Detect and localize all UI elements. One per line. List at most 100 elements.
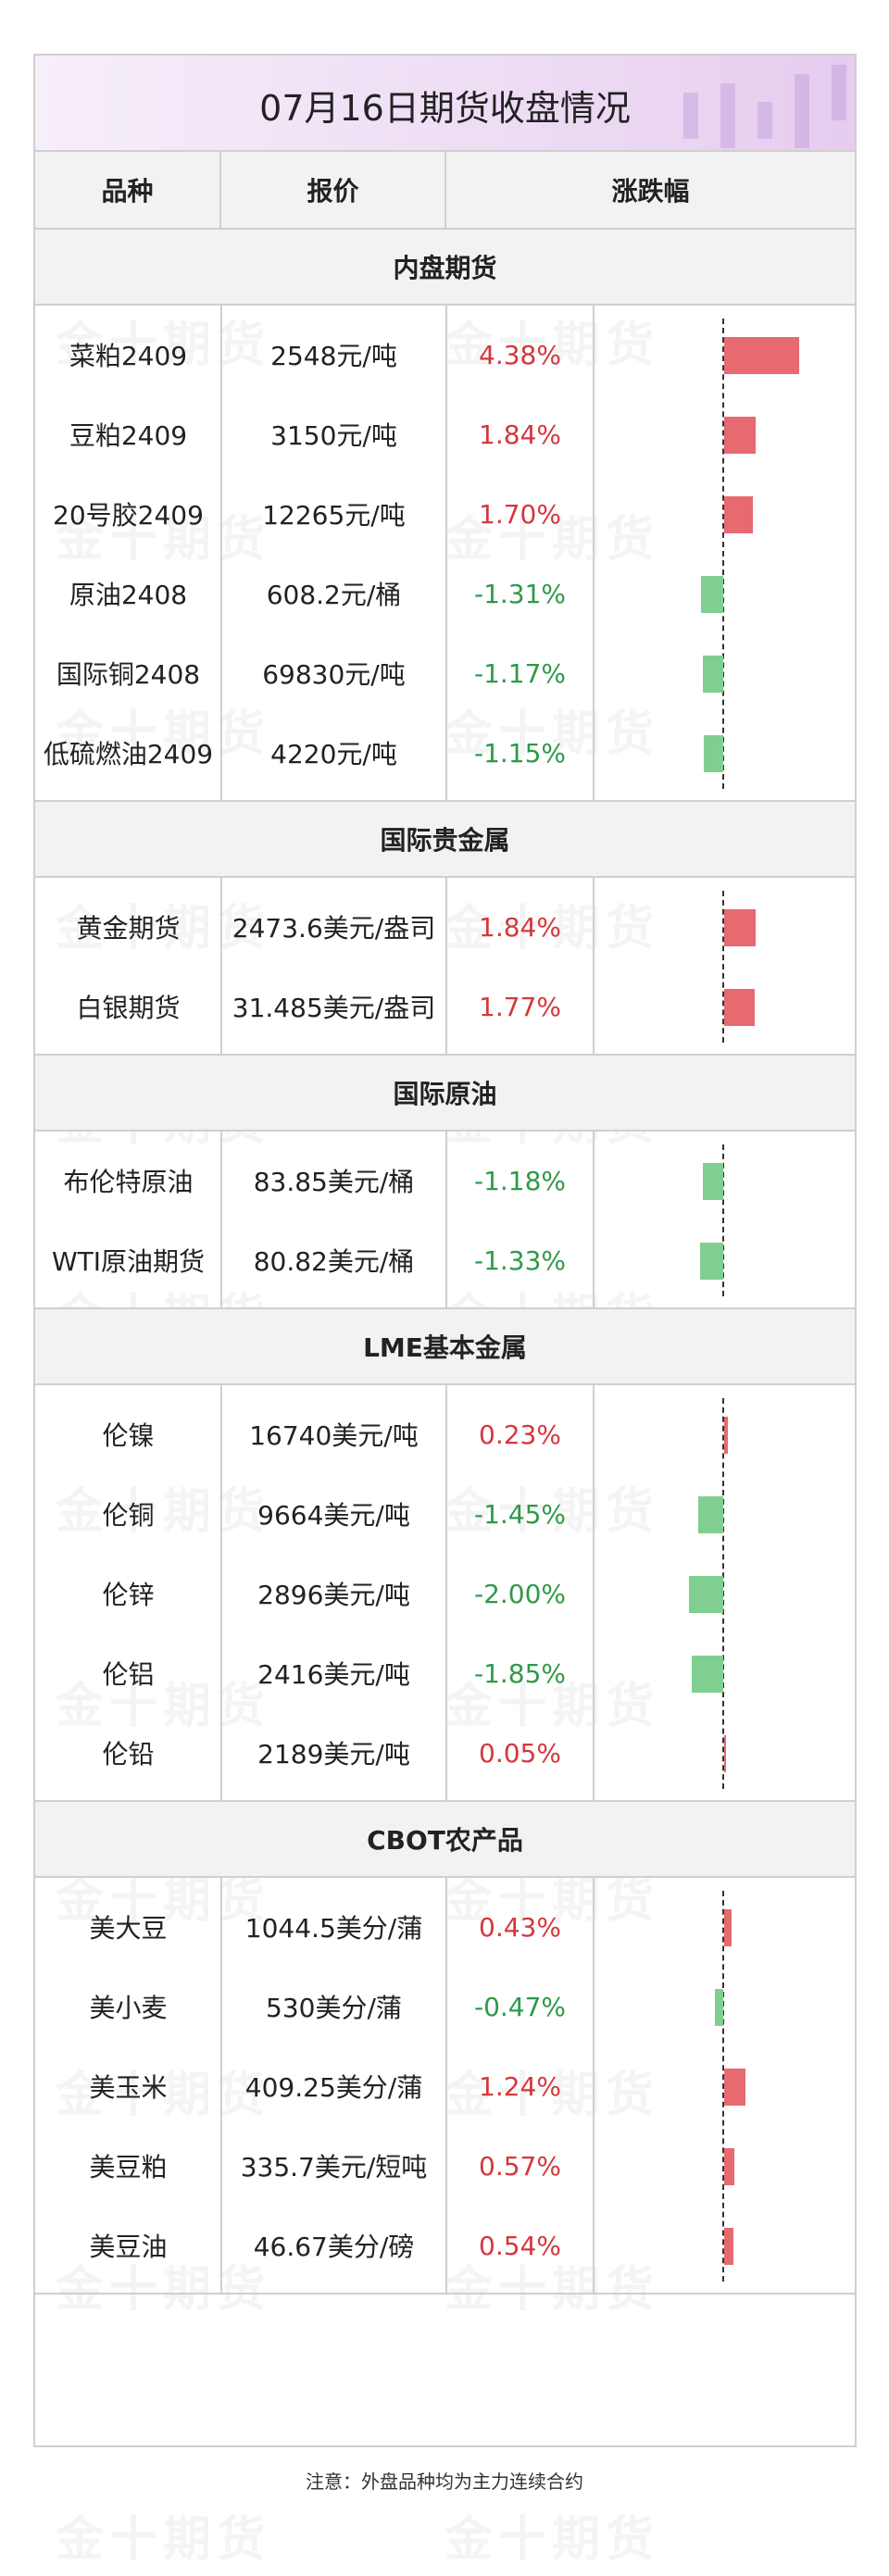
contract-name: 20号胶2409 bbox=[53, 500, 204, 531]
contract-price: 335.7美元/短吨 bbox=[240, 2152, 428, 2182]
column-divider bbox=[445, 878, 447, 1054]
contract-price: 608.2元/桶 bbox=[266, 580, 402, 610]
contract-name: 伦锌 bbox=[102, 1580, 155, 1610]
page-title: 07月16日期货收盘情况 bbox=[259, 88, 631, 129]
column-divider bbox=[220, 1132, 222, 1307]
change-percent: -1.45% bbox=[473, 1498, 567, 1530]
change-bar bbox=[703, 1163, 723, 1200]
column-divider bbox=[220, 878, 222, 1054]
contract-price: 1044.5美分/蒲 bbox=[244, 1913, 423, 1944]
contract-name: 伦镍 bbox=[102, 1420, 155, 1451]
contract-price: 530美分/蒲 bbox=[266, 1993, 402, 2023]
contract-price: 2896美元/吨 bbox=[257, 1580, 410, 1610]
futures-table: 07月16日期货收盘情况 品种 报价 涨跌幅 内盘期货菜粕2409 2548元/吨… bbox=[33, 54, 857, 2447]
change-bar bbox=[724, 2069, 745, 2106]
contract-name: 国际铜2408 bbox=[56, 659, 201, 690]
contract-price: 69830元/吨 bbox=[262, 659, 406, 690]
table-row: 20号胶2409 12265元/吨 1.70% bbox=[35, 474, 855, 554]
table-row: 国际铜2408 69830元/吨 -1.17% bbox=[35, 633, 855, 713]
change-bar bbox=[724, 989, 755, 1026]
column-divider bbox=[445, 1132, 447, 1307]
section-header: 内盘期货 bbox=[35, 230, 855, 306]
zero-baseline bbox=[722, 891, 724, 1043]
column-header: 品种 报价 涨跌幅 bbox=[35, 152, 855, 230]
change-bar bbox=[724, 496, 754, 533]
table-row: 黄金期货 2473.6美元/盎司 1.84% bbox=[35, 887, 855, 967]
column-divider bbox=[593, 878, 595, 1054]
section-body: 伦镍 16740美元/吨 0.23% 伦铜 9664美元/吨 -1.45% 伦锌 2896美元… bbox=[35, 1385, 855, 1802]
change-bar bbox=[700, 1243, 723, 1280]
contract-price: 9664美元/吨 bbox=[257, 1500, 410, 1531]
column-divider bbox=[445, 306, 447, 800]
table-row: 伦铝 2416美元/吨 -1.85% bbox=[35, 1633, 855, 1713]
column-divider bbox=[445, 1385, 447, 1800]
section-body: 菜粕2409 2548元/吨 4.38% 豆粕2409 3150元/吨 1.84% 20号胶… bbox=[35, 306, 855, 802]
footer-note: 注意：外盘品种均为主力连续合约 bbox=[306, 2470, 583, 2493]
contract-price: 2189美元/吨 bbox=[257, 1739, 410, 1769]
table-row: 豆粕2409 3150元/吨 1.84% bbox=[35, 394, 855, 474]
column-price-header: 报价 bbox=[221, 152, 446, 228]
change-percent: 4.38% bbox=[479, 339, 561, 370]
column-divider bbox=[220, 306, 222, 800]
change-bar bbox=[724, 417, 757, 454]
section-body: 黄金期货 2473.6美元/盎司 1.84% 白银期货 31.485美元/盎司 1.77% bbox=[35, 878, 855, 1056]
change-percent: -1.31% bbox=[473, 578, 567, 609]
change-percent: 1.70% bbox=[479, 498, 561, 530]
change-percent: -0.47% bbox=[473, 1991, 567, 2022]
contract-name: 美大豆 bbox=[89, 1913, 168, 1944]
change-bar bbox=[724, 909, 757, 946]
change-bar bbox=[698, 1496, 723, 1533]
column-divider bbox=[593, 1132, 595, 1307]
contract-price: 409.25美分/蒲 bbox=[244, 2072, 423, 2103]
column-divider bbox=[445, 1878, 447, 2293]
change-percent: 0.23% bbox=[479, 1419, 561, 1450]
column-change-header: 涨跌幅 bbox=[611, 176, 690, 206]
change-percent: -1.18% bbox=[473, 1165, 567, 1196]
change-bar bbox=[724, 1417, 729, 1454]
change-percent: 1.24% bbox=[479, 2070, 561, 2102]
change-bar bbox=[691, 1656, 723, 1693]
change-bar bbox=[724, 1735, 726, 1772]
contract-price: 12265元/吨 bbox=[262, 500, 406, 531]
table-row: 美玉米 409.25美分/蒲 1.24% bbox=[35, 2046, 855, 2126]
contract-name: WTI原油期货 bbox=[51, 1246, 206, 1277]
contract-name: 伦铜 bbox=[102, 1500, 155, 1531]
contract-name: 伦铝 bbox=[102, 1659, 155, 1690]
column-divider bbox=[220, 1385, 222, 1800]
change-bar bbox=[724, 2148, 734, 2185]
section-header: LME基本金属 bbox=[35, 1309, 855, 1385]
contract-price: 31.485美元/盎司 bbox=[232, 993, 436, 1023]
table-row: 原油2408 608.2元/桶 -1.31% bbox=[35, 554, 855, 633]
contract-name: 豆粕2409 bbox=[69, 420, 188, 451]
table-row: 白银期货 31.485美元/盎司 1.77% bbox=[35, 967, 855, 1046]
change-percent: 0.54% bbox=[479, 2230, 561, 2261]
table-row: 伦铜 9664美元/吨 -1.45% bbox=[35, 1474, 855, 1554]
contract-name: 布伦特原油 bbox=[63, 1167, 194, 1197]
section-header: CBOT农产品 bbox=[35, 1802, 855, 1878]
contract-price: 4220元/吨 bbox=[270, 739, 397, 769]
table-row: 美豆粕 335.7美元/短吨 0.57% bbox=[35, 2126, 855, 2206]
table-row: 伦铅 2189美元/吨 0.05% bbox=[35, 1713, 855, 1793]
change-percent: 0.57% bbox=[479, 2150, 561, 2182]
section-header: 国际贵金属 bbox=[35, 802, 855, 878]
change-bar bbox=[724, 2228, 733, 2265]
table-row: 伦锌 2896美元/吨 -2.00% bbox=[35, 1554, 855, 1633]
table-row: 美小麦 530美分/蒲 -0.47% bbox=[35, 1967, 855, 2046]
change-percent: -1.15% bbox=[473, 737, 567, 769]
contract-price: 16740美元/吨 bbox=[249, 1420, 419, 1451]
change-bar bbox=[703, 656, 723, 693]
change-bar bbox=[724, 337, 800, 374]
table-row: 菜粕2409 2548元/吨 4.38% bbox=[35, 315, 855, 394]
change-percent: 1.84% bbox=[479, 419, 561, 450]
contract-name: 黄金期货 bbox=[76, 913, 181, 944]
contract-name: 白银期货 bbox=[76, 993, 181, 1023]
change-percent: 1.77% bbox=[479, 991, 561, 1022]
column-divider bbox=[220, 1878, 222, 2293]
contract-name: 美豆粕 bbox=[89, 2152, 168, 2182]
contract-name: 美玉米 bbox=[89, 2072, 168, 2103]
table-row: 伦镍 16740美元/吨 0.23% bbox=[35, 1394, 855, 1474]
contract-price: 83.85美元/桶 bbox=[253, 1167, 415, 1197]
change-percent: 1.84% bbox=[479, 911, 561, 943]
watermark-logo: 金十期货 bbox=[444, 2500, 659, 2570]
contract-name: 菜粕2409 bbox=[69, 341, 188, 371]
